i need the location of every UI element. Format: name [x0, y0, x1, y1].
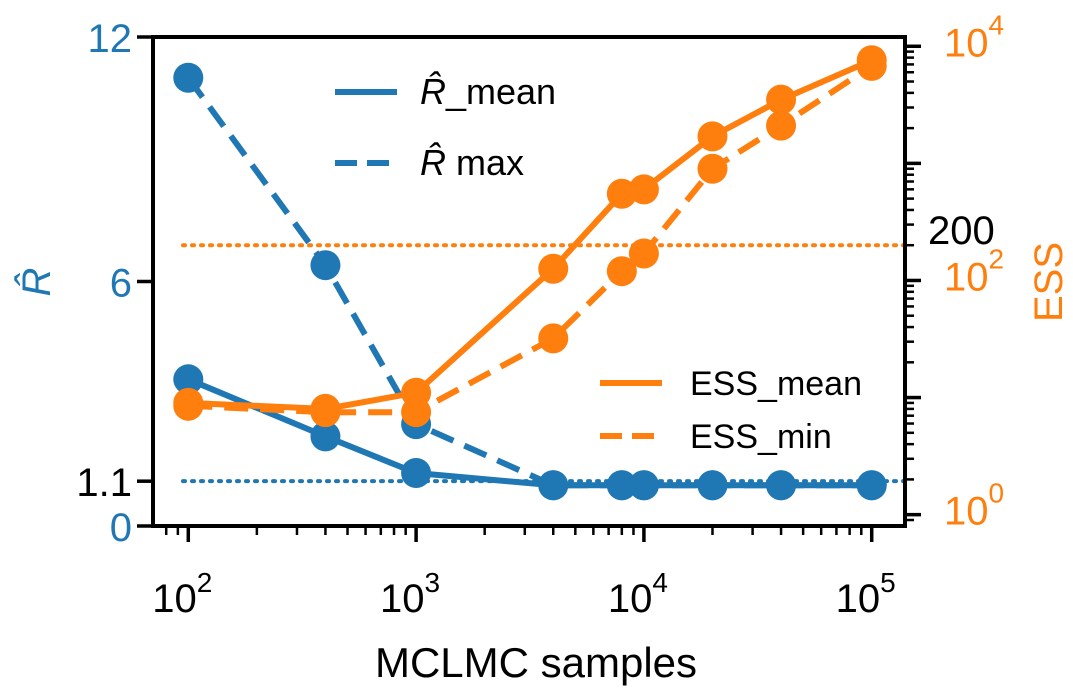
left-y-tick-label: 0	[110, 506, 132, 550]
series-3	[173, 50, 887, 428]
legend-label: R̂_mean	[420, 70, 556, 112]
right-y-tick-exponent: 4	[989, 9, 1005, 40]
x-tick-exponent: 4	[652, 567, 668, 598]
data-point	[628, 238, 659, 269]
data-point	[766, 110, 797, 141]
data-point	[401, 397, 432, 428]
x-tick-label: 102	[152, 567, 212, 621]
legend-symbol: R̂	[420, 141, 446, 183]
data-point	[606, 256, 637, 287]
data-point	[856, 470, 887, 501]
data-point	[766, 470, 797, 501]
x-tick-exponent: 3	[425, 567, 441, 598]
data-point	[310, 397, 341, 428]
data-point	[628, 470, 659, 501]
x-tick-label: 104	[608, 567, 668, 621]
data-point	[401, 458, 432, 489]
legend-text: _mean	[445, 71, 556, 112]
x-tick-label: 105	[836, 567, 896, 621]
data-point	[538, 323, 569, 354]
right-y-tick-exponent: 0	[989, 478, 1005, 509]
data-point	[697, 153, 728, 184]
x-tick-exponent: 5	[880, 567, 896, 598]
data-point	[173, 390, 204, 421]
legend-symbol: R̂	[420, 70, 446, 112]
left-y-tick-label: 12	[88, 17, 133, 61]
right-y-tick-label: 104	[944, 9, 1004, 65]
data-point	[606, 470, 637, 501]
left-y-axis-label: R̂	[13, 268, 59, 297]
data-point	[628, 174, 659, 205]
x-tick-label: 103	[380, 567, 440, 621]
series-line	[188, 57, 873, 412]
legend-lower-right: ESS_mean ESS_min	[600, 365, 862, 456]
data-point	[538, 470, 569, 501]
right-y-tick-exponent: 2	[989, 243, 1005, 274]
data-point	[538, 253, 569, 284]
left-y-tick-label: 1.1	[76, 461, 132, 505]
x-axis: 102 103 104 105	[152, 526, 896, 621]
legend-label: ESS_min	[690, 418, 832, 456]
legend-label: R̂ max	[420, 141, 524, 183]
right-y-tick-label: 100	[944, 478, 1004, 534]
data-point	[856, 50, 887, 81]
left-y-axis: 01.1 6 12 R̂	[13, 17, 153, 550]
data-point	[310, 421, 341, 452]
data-point	[173, 364, 204, 395]
ess-200-annotation: 200	[928, 209, 995, 253]
data-point	[766, 84, 797, 115]
data-point	[697, 121, 728, 152]
x-tick-exponent: 2	[197, 567, 213, 598]
right-y-axis-label: ESS	[1027, 242, 1071, 322]
data-point	[310, 250, 341, 281]
legend-label: ESS_mean	[690, 365, 862, 403]
x-axis-label: MCLMC samples	[375, 639, 697, 686]
data-point	[173, 62, 204, 93]
data-point	[697, 470, 728, 501]
legend-text: max	[446, 142, 524, 183]
series-layer	[173, 45, 887, 501]
left-y-tick-label: 6	[110, 262, 132, 306]
